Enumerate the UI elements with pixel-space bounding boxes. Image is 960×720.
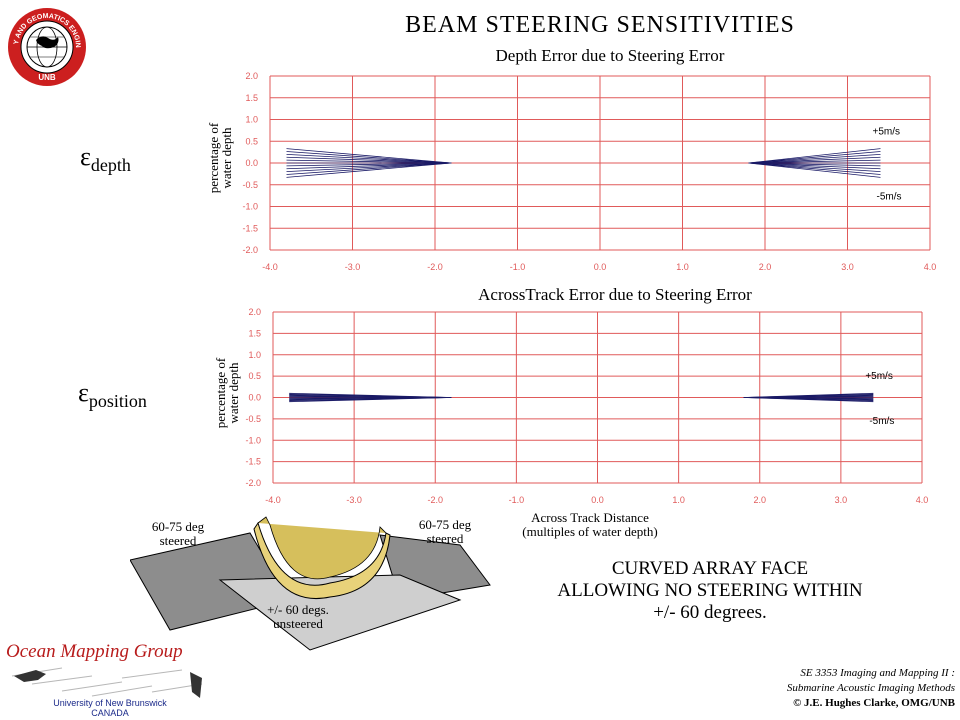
y-tick-label: -1.5: [245, 457, 261, 467]
curved-array-diagram: [130, 516, 491, 651]
x-tick-label: 1.0: [672, 495, 685, 505]
y-tick-label: -1.0: [245, 435, 261, 445]
y-tick-label: 1.5: [248, 328, 261, 338]
chart2-title: AcrossTrack Error due to Steering Error: [478, 285, 752, 304]
y-tick-label: 0.0: [245, 158, 258, 168]
epsilon-position-symbol: εposition: [78, 378, 147, 412]
x-tick-label: 4.0: [924, 262, 937, 272]
x-tick-label: 2.0: [759, 262, 772, 272]
fan-line-left: [286, 148, 452, 164]
fan-line-right: [748, 162, 881, 170]
x-tick-label: -4.0: [262, 262, 278, 272]
y-tick-label: 0.5: [245, 136, 258, 146]
x-tick-label: 0.0: [591, 495, 604, 505]
fan-line-right: [748, 162, 881, 167]
group-name: Ocean Mapping Group: [6, 641, 183, 662]
fan-line-right: [748, 162, 881, 173]
fan-line-left: [286, 162, 452, 173]
fan-line-right: [748, 162, 881, 178]
annotation-plus: +5m/s: [865, 371, 893, 382]
fan-line-right: [748, 162, 881, 175]
fan-line-left: [286, 151, 452, 164]
course-info: SE 3353 Imaging and Mapping II : Submari…: [786, 667, 955, 709]
label-left-steered: 60-75 deg steered: [151, 519, 205, 548]
x-tick-label: 3.0: [835, 495, 848, 505]
array-caption: CURVED ARRAY FACE ALLOWING NO STEERING W…: [557, 558, 863, 623]
x-tick-label: -2.0: [427, 262, 443, 272]
fan-line-right: [748, 153, 881, 164]
unsteered-plane: [218, 574, 462, 651]
y-tick-label: 2.0: [245, 71, 258, 81]
label-unsteered: +/- 60 degs. unsteered: [267, 602, 329, 631]
x-tick-label: 1.0: [676, 262, 689, 272]
chart1-plot: -4.0 -3.0 -2.0 -1.0 0.0 1.0 2.0 3.0 4.0 2.0 1.5 1.0…: [242, 71, 936, 272]
y-tick-label: -0.5: [245, 414, 261, 424]
fan-line-right: [743, 392, 874, 398]
y-tick-label: -1.5: [242, 223, 258, 233]
x-tick-label: -3.0: [346, 495, 362, 505]
annotation-minus: -5m/s: [869, 416, 894, 427]
y-tick-label: 1.0: [245, 115, 258, 125]
epsilon-depth-symbol: εdepth: [80, 142, 131, 176]
curved-array-face: [253, 521, 391, 599]
x-tick-label: 4.0: [916, 495, 929, 505]
university-name: University of New Brunswick CANADA: [53, 698, 167, 718]
x-tick-label: -1.0: [510, 262, 526, 272]
diver-icon: [190, 672, 202, 698]
annotation-plus: +5m/s: [873, 127, 901, 138]
fan-line-right: [748, 148, 881, 164]
fan-line-left: [286, 162, 452, 170]
x-tick-label: -2.0: [427, 495, 443, 505]
fan-line-right: [748, 151, 881, 164]
ocean-mapping-logo: [2, 636, 217, 720]
fan-line-right: [748, 159, 881, 164]
y-tick-label: -0.5: [242, 180, 258, 190]
page-title: BEAM STEERING SENSITIVITIES: [405, 12, 795, 38]
ship-icon: [14, 670, 46, 682]
fan-line-left: [286, 162, 452, 167]
logo-sub: UNB: [38, 73, 56, 82]
y-tick-label: 1.0: [248, 350, 261, 360]
chart2-xlabel: Across Track Distance (multiples of water…: [522, 510, 658, 539]
chart2-plot: -4.0 -3.0 -2.0 -1.0 0.0 1.0 2.0 3.0 4.0 2.0 1.5 1.0…: [245, 307, 928, 505]
fan-line-left: [286, 162, 452, 175]
y-tick-label: -1.0: [242, 202, 258, 212]
x-tick-label: 2.0: [753, 495, 766, 505]
fan-line-left: [289, 392, 452, 398]
x-tick-label: -3.0: [345, 262, 361, 272]
fan-line-right: [748, 156, 881, 164]
fan-line-left: [286, 162, 452, 178]
x-tick-label: -1.0: [509, 495, 525, 505]
y-tick-label: 1.5: [245, 93, 258, 103]
unb-geodesy-logo: GEODESY AND GEOMATICS ENGINEERING UNB: [6, 6, 86, 86]
y-tick-label: 0.0: [248, 393, 261, 403]
y-tick-label: -2.0: [242, 245, 258, 255]
fan-line-left: [286, 159, 452, 164]
chart1-title: Depth Error due to Steering Error: [495, 46, 725, 65]
label-right-steered: 60-75 deg steered: [418, 517, 472, 546]
fan-line-left: [286, 156, 452, 164]
y-tick-label: 2.0: [248, 307, 261, 317]
fan-line-left: [286, 153, 452, 164]
annotation-minus: -5m/s: [877, 191, 902, 202]
x-tick-label: -4.0: [265, 495, 281, 505]
y-tick-label: -2.0: [245, 478, 261, 488]
x-tick-label: 0.0: [594, 262, 607, 272]
x-tick-label: 3.0: [841, 262, 854, 272]
y-tick-label: 0.5: [248, 371, 261, 381]
